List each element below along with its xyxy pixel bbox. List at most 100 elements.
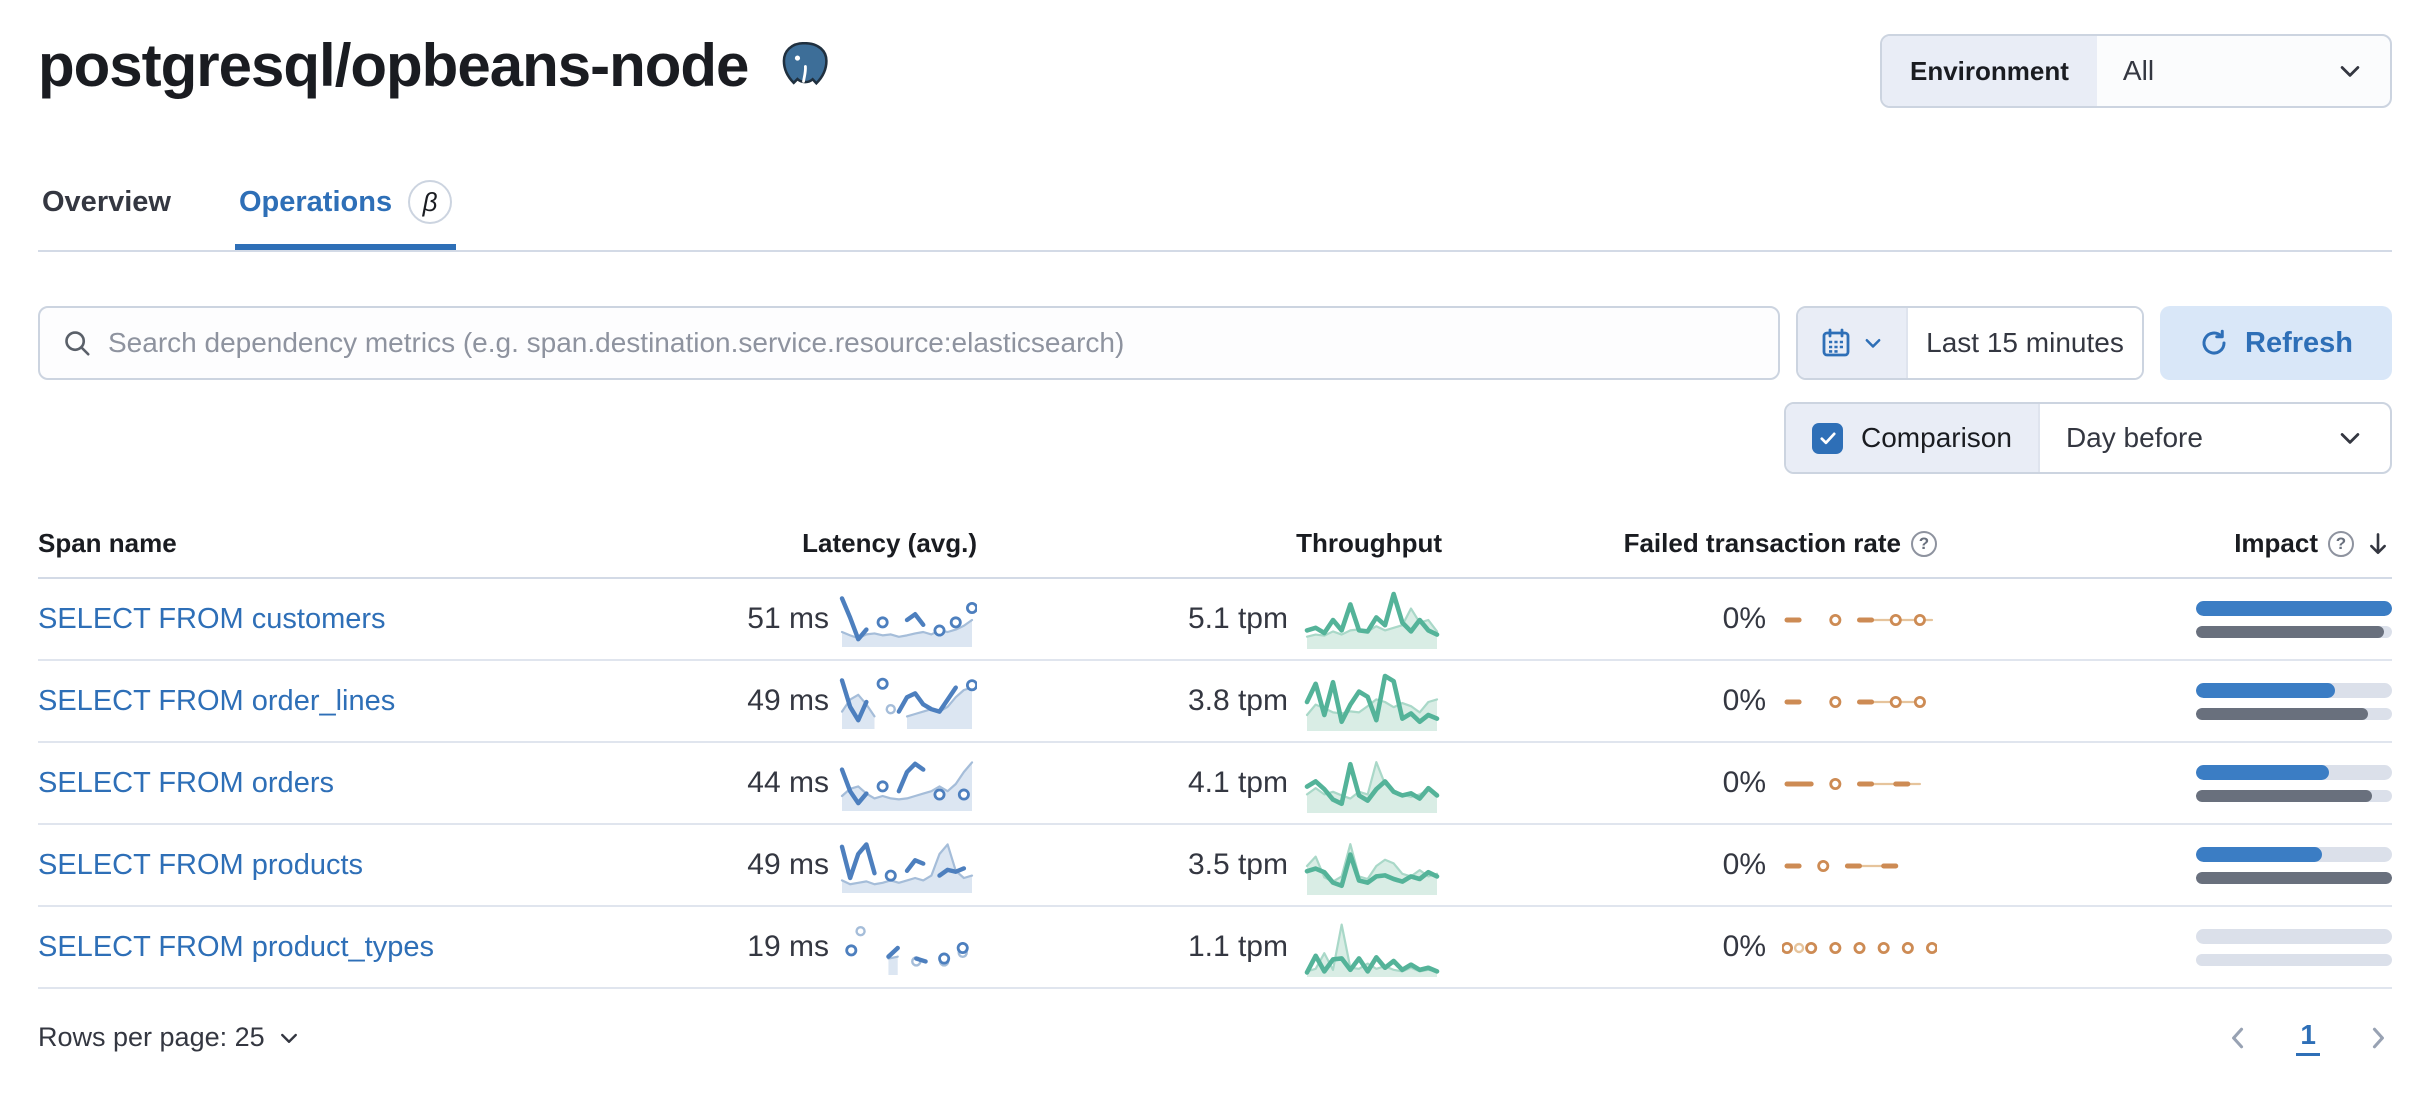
span-name-cell: SELECT FROM products	[38, 849, 557, 882]
date-picker: Last 15 minutes	[1796, 306, 2144, 380]
table-row: SELECT FROM order_lines 49 ms 3.8 tpm 0%	[38, 661, 2392, 743]
impact-previous-bar	[2196, 871, 2392, 884]
span-name-cell: SELECT FROM orders	[38, 767, 557, 800]
span-name-link[interactable]: SELECT FROM orders	[38, 766, 334, 799]
check-icon	[1819, 432, 1836, 445]
failed-rate-cell: 0%	[1442, 601, 1937, 637]
comparison-value: Day before	[2065, 422, 2203, 453]
search-input[interactable]	[108, 327, 1756, 359]
column-header-throughput[interactable]: Throughput	[1296, 528, 1442, 558]
throughput-value: 4.1 tpm	[1187, 766, 1288, 799]
throughput-sparkline	[1304, 673, 1440, 731]
throughput-sparkline	[1304, 591, 1440, 649]
throughput-sparkline	[1304, 843, 1440, 895]
latency-value: 51 ms	[747, 602, 829, 635]
controls-row: Last 15 minutes Refresh	[38, 306, 2392, 380]
tab-overview[interactable]: Overview	[38, 166, 175, 250]
column-header-failed-rate[interactable]: Failed transaction rate ?	[1442, 528, 1937, 559]
tab-operations[interactable]: Operations β	[235, 166, 456, 250]
page-number[interactable]: 1	[2296, 1019, 2320, 1056]
latency-cell: 51 ms	[557, 589, 977, 649]
table-body: SELECT FROM customers 51 ms 5.1 tpm 0% S…	[38, 579, 2392, 989]
date-picker-menu-button[interactable]	[1798, 308, 1908, 378]
impact-bars	[2196, 682, 2392, 720]
failed-rate-sparkline	[1784, 777, 1922, 790]
postgresql-logo-icon	[783, 41, 829, 86]
table-row: SELECT FROM orders 44 ms 4.1 tpm 0%	[38, 743, 2392, 825]
table-row: SELECT FROM product_types 19 ms 1.1 tpm …	[38, 907, 2392, 989]
environment-select[interactable]: Environment All	[1880, 34, 2392, 108]
impact-bars	[2196, 764, 2392, 802]
tabs-bar: Overview Operations β	[38, 166, 2392, 252]
chevron-down-icon	[280, 1033, 297, 1043]
impact-current-bar	[2196, 846, 2323, 862]
comparison-row: Comparison Day before	[38, 402, 2392, 474]
impact-cell	[1937, 928, 2392, 966]
column-header-impact[interactable]: Impact ?	[1937, 528, 2392, 559]
page-title: postgresql/opbeans-node	[38, 30, 832, 102]
table-row: SELECT FROM customers 51 ms 5.1 tpm 0%	[38, 579, 2392, 661]
comparison-select[interactable]: Day before	[2040, 404, 2390, 472]
throughput-value: 3.5 tpm	[1187, 848, 1288, 881]
search-icon	[65, 331, 90, 356]
latency-sparkline	[839, 761, 974, 811]
environment-label: Environment	[1882, 36, 2097, 106]
refresh-button[interactable]: Refresh	[2160, 306, 2392, 380]
impact-cell	[1937, 682, 2392, 720]
comparison-checkbox[interactable]	[1812, 422, 1843, 454]
span-name-link[interactable]: SELECT FROM order_lines	[38, 684, 396, 717]
tab-overview-label: Overview	[42, 185, 171, 218]
chevron-right-icon	[2372, 1027, 2384, 1048]
throughput-cell: 4.1 tpm	[977, 751, 1442, 815]
sort-descending-icon	[2370, 532, 2386, 554]
span-name-link[interactable]: SELECT FROM customers	[38, 602, 386, 635]
latency-value: 49 ms	[747, 848, 829, 881]
next-page-button[interactable]	[2364, 1024, 2392, 1052]
table-header-row: Span name Latency (avg.) Throughput Fail…	[38, 514, 2392, 579]
column-header-latency[interactable]: Latency (avg.)	[802, 528, 977, 558]
span-name-link[interactable]: SELECT FROM products	[38, 848, 364, 881]
impact-previous-bar	[2196, 707, 2369, 720]
previous-page-button[interactable]	[2224, 1024, 2252, 1052]
failed-rate-sparkline	[1784, 613, 1934, 626]
span-name-cell: SELECT FROM customers	[38, 603, 557, 636]
impact-cell	[1937, 764, 2392, 802]
comparison-label: Comparison	[1861, 422, 2012, 453]
search-box	[38, 306, 1780, 380]
latency-cell: 44 ms	[557, 753, 977, 813]
time-range-label: Last 15 minutes	[1926, 327, 2124, 358]
span-name-cell: SELECT FROM product_types	[38, 931, 557, 964]
rows-per-page-label: Rows per page: 25	[38, 1022, 265, 1052]
table-row: SELECT FROM products 49 ms 3.5 tpm 0%	[38, 825, 2392, 907]
impact-bars	[2196, 846, 2392, 884]
environment-value: All	[2122, 55, 2155, 86]
latency-value: 44 ms	[747, 766, 829, 799]
throughput-value: 3.8 tpm	[1187, 684, 1288, 717]
failed-rate-cell: 0%	[1442, 929, 1937, 965]
tab-operations-label: Operations	[238, 185, 393, 218]
column-header-span-name[interactable]: Span name	[38, 528, 177, 558]
latency-sparkline	[839, 677, 977, 729]
pagination: 1	[2224, 1019, 2392, 1056]
throughput-value: 1.1 tpm	[1187, 930, 1288, 963]
impact-cell	[1937, 600, 2392, 638]
impact-cell	[1937, 846, 2392, 884]
span-name-link[interactable]: SELECT FROM product_types	[38, 930, 434, 963]
chevron-down-icon	[2340, 66, 2360, 77]
throughput-cell: 1.1 tpm	[977, 915, 1442, 979]
help-icon[interactable]: ?	[2328, 530, 2354, 557]
failed-rate-value: 0%	[1722, 684, 1766, 717]
help-icon[interactable]: ?	[1911, 530, 1937, 557]
beta-badge: β	[408, 180, 453, 224]
time-range-button[interactable]: Last 15 minutes	[1908, 308, 2142, 378]
chevron-down-icon	[2340, 433, 2360, 444]
latency-cell: 19 ms	[557, 917, 977, 977]
throughput-cell: 3.5 tpm	[977, 833, 1442, 897]
rows-per-page-button[interactable]: Rows per page: 25	[38, 1022, 301, 1053]
failed-rate-sparkline	[1784, 695, 1926, 708]
impact-bars	[2196, 928, 2392, 966]
page-header: postgresql/opbeans-node Environment All	[38, 30, 2392, 108]
throughput-sparkline	[1304, 923, 1440, 977]
throughput-cell: 3.8 tpm	[977, 669, 1442, 733]
impact-previous-bar	[2196, 789, 2373, 802]
